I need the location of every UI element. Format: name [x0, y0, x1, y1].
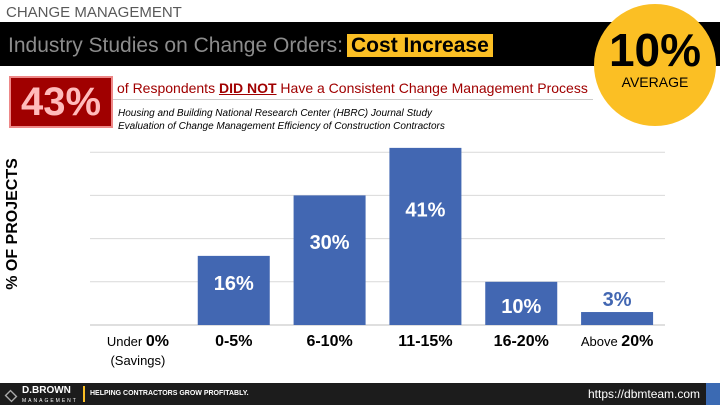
x-tick-label: Above 20% — [581, 333, 654, 350]
x-tick-label: Under 0% — [107, 333, 169, 350]
stat-text: of Respondents DID NOT Have a Consistent… — [117, 80, 588, 96]
x-tick-label: 16-20% — [494, 333, 549, 350]
bar — [197, 255, 270, 325]
title-text: Industry Studies on Change Orders: — [8, 34, 344, 57]
bar — [581, 312, 654, 325]
tagline: HELPING CONTRACTORS GROW PROFITABLY. — [90, 390, 249, 397]
title-highlight: Cost Increase — [347, 34, 493, 57]
x-tick-label: 11-15% — [398, 333, 452, 350]
average-label: AVERAGE — [621, 74, 689, 90]
footer-bar — [0, 383, 720, 405]
bar — [293, 195, 366, 325]
stat-post: Have a Consistent Change Management Proc… — [280, 80, 588, 96]
section-label: CHANGE MANAGEMENT — [6, 4, 182, 21]
page-title: Industry Studies on Change Orders: Cost I… — [8, 34, 493, 58]
logo-icon — [4, 389, 18, 403]
stat-emph: DID NOT — [218, 80, 277, 96]
logo-divider — [83, 386, 85, 402]
logo: D.BROWN MANAGEMENT — [4, 386, 78, 406]
data-label: 41% — [405, 200, 445, 222]
average-badge: 10% AVERAGE — [594, 4, 716, 126]
average-value: 10% — [608, 24, 702, 76]
source-line-1: Housing and Building National Research C… — [118, 108, 433, 119]
website-link[interactable]: https://dbmteam.com — [588, 387, 701, 401]
source-citation: Housing and Building National Research C… — [118, 107, 445, 133]
data-label: 3% — [603, 289, 632, 311]
source-line-2: Evaluation of Change Management Efficien… — [118, 121, 445, 132]
logo-brand: D.BROWN — [22, 385, 71, 396]
bar — [485, 281, 558, 325]
x-tick-sublabel: (Savings) — [110, 353, 165, 368]
logo-sub: MANAGEMENT — [22, 398, 78, 404]
data-label: 16% — [214, 273, 254, 295]
accent-block — [706, 383, 720, 405]
bar-chart: Under 0% (Savings) 16% 0-5% 30% 6-10% 41% 11-15… — [90, 147, 665, 368]
stat-pre: of Respondents — [117, 80, 216, 96]
bar — [389, 147, 462, 325]
data-label: 10% — [501, 296, 541, 318]
stat-percent: 43% — [9, 76, 113, 128]
x-tick-label: 6-10% — [306, 333, 352, 350]
x-tick-label: 0-5% — [215, 333, 252, 350]
divider — [113, 99, 593, 100]
data-label: 30% — [310, 232, 350, 254]
